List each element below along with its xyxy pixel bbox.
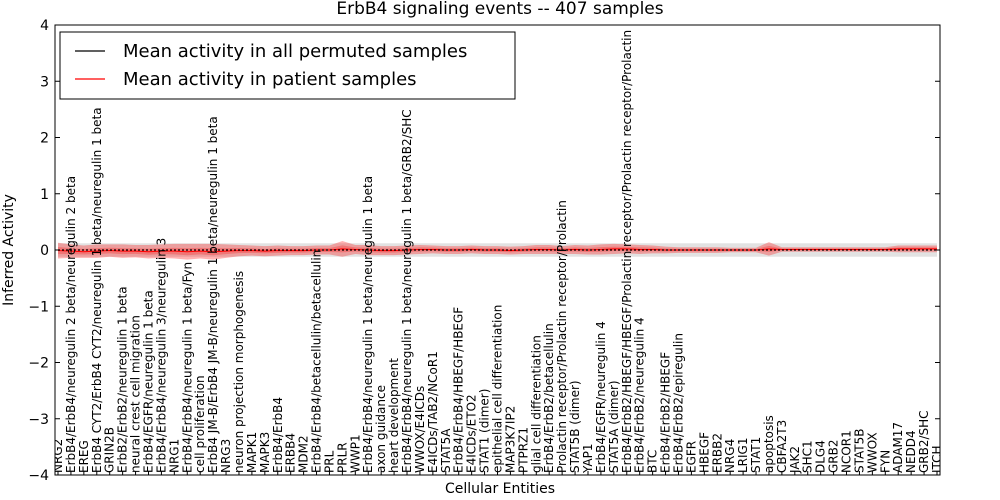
x-tick-label: apoptosis [762,415,776,473]
y-tick-label: 4 [40,18,49,34]
x-tick-label: JAK2 [788,446,802,474]
x-tick-label: ErbB4/ErbB4/neuregulin 1 beta/Fyn [180,262,194,473]
y-tick-label: 2 [40,131,49,147]
x-tick-label: STAT5A [439,428,453,473]
y-tick-label: 3 [40,74,49,90]
x-tick-label: GRB2/SHC [917,410,931,473]
x-tick-label: NEDD4 [904,430,918,473]
x-tick-label: neuron projection morphogenesis [232,271,246,473]
x-tick-label: NRG3 [219,439,233,473]
x-tick-label: cell proliferation [193,375,207,473]
x-tick-label: LRIG1 [736,438,750,474]
legend-label-patient: Mean activity in patient samples [123,69,417,90]
x-tick-label: FYN [878,450,892,473]
x-tick-label: NRG1 [167,439,181,473]
x-tick-label: SHC1 [801,440,815,473]
y-tick-label: −2 [28,356,49,372]
x-tick-label: GRB2 [827,439,841,473]
x-tick-label: ErbB2/ErbB2/neuregulin 1 beta [116,286,130,473]
x-tick-label: STAT5B [852,429,866,474]
x-tick-label: Prolactin receptor/Prolactin receptor/Pr… [555,200,569,473]
x-tick-label: STAT1 (dimer) [478,389,492,473]
x-tick-label: heart development [387,358,401,473]
x-tick-label: EGFR [684,441,698,473]
x-tick-label: ERBB2 [710,433,724,473]
y-tick-label: 0 [40,243,49,259]
x-tick-label: E4ICDs/ETO2 [465,394,479,473]
y-tick-label: −3 [28,412,49,428]
x-tick-label: GRIN2B [103,427,117,473]
x-tick-label: PTPRZ1 [516,427,530,473]
x-tick-label: NRG4 [723,439,737,473]
x-tick-label: ErbB4/ErbB2/epiregulin [671,333,685,473]
x-tick-label: MAPK3 [258,432,272,473]
x-tick-label: NCOR1 [840,430,854,473]
x-tick-label: ErbB4/ErbB4 [271,397,285,473]
x-tick-label: CBFA2T3 [775,420,789,473]
y-axis-label: Inferred Activity [1,194,17,306]
x-tick-label: NRG2 [51,439,65,473]
y-tick-label: 1 [40,187,49,203]
x-tick-label: ErbB4/ErbB2/betacellulin [542,323,556,473]
x-tick-label: ErbB4 CYT2/ErbB4 CYT2/neuregulin 1 beta/… [90,107,104,473]
x-tick-label: YAP1 [581,444,595,474]
x-tick-label: WWOX [865,432,879,473]
legend: Mean activity in all permuted samples Me… [59,31,516,100]
x-tick-label: ERBB4 [284,433,298,473]
chart-title: ErbB4 signaling events -- 407 samples [336,0,663,19]
x-tick-label: glial cell differentiation [529,335,543,473]
y-tick-label: −1 [28,299,49,315]
x-tick-label: STAT5A (dimer) [607,380,621,473]
x-tick-label: epithelial cell differentiation [491,305,505,473]
x-tick-label: ErbB4/ErbB4/HBEGF/HBEGF [452,307,466,473]
x-tick-label: ErbB4/EGFR/neuregulin 1 beta [141,290,155,473]
x-tick-label: ErbB4/ErbB4/neuregulin 1 beta/neuregulin… [361,176,375,473]
x-tick-label: ErbB4/ErbB4/betacellulin/betacellulin [310,250,324,473]
x-tick-label: WWOX/E4ICDs [413,386,427,473]
y-tick-label: −4 [28,468,49,484]
x-tick-label: ITCH [930,445,944,473]
x-tick-label: MAP3K7IP2 [503,406,517,473]
x-tick-label: ErbB4/ErbB2/HBEGF/HBEGF/Prolactin recept… [620,30,634,473]
x-tick-label: BTC [646,450,660,473]
x-tick-label: DLG4 [814,440,828,473]
x-tick-label: HBEGF [697,432,711,473]
x-tick-label: EREG [77,440,91,473]
x-tick-label: ADAM17 [891,422,905,473]
legend-box [59,31,516,100]
x-tick-label: ErbB4/ErbB4/neuregulin 2 beta/neuregulin… [64,176,78,473]
x-tick-label: WWP1 [348,434,362,473]
x-tick-label: PRL [322,450,336,473]
x-axis-label: Cellular Entities [445,481,555,497]
x-tick-label: STAT1 [749,437,763,473]
x-tick-label: MAPK1 [245,432,259,473]
x-tick-label: ErbB4 JM-B/ErbB4 JM-B/neuregulin 1 beta/… [206,116,220,473]
x-tick-label: E4ICDs/TAB2/NCoR1 [426,351,440,473]
x-tick-label: axon guidance [374,385,388,473]
x-tick-label: MDM2 [297,435,311,473]
legend-label-permuted: Mean activity in all permuted samples [123,41,467,62]
x-tick-label: PRLR [335,442,349,473]
x-tick-label: ErbB4/ErbB2/HBEGF [659,352,673,473]
x-tick-label: ErbB4/ErbB4/neuregulin 1 beta/neuregulin… [400,109,414,473]
x-tick-label: neural crest cell migration [129,315,143,473]
x-tick-label: ErbB4/ErbB4/neuregulin 3/neuregulin 3 [154,238,168,473]
series-lines [57,248,937,253]
x-tick-label: ErbB4/ErbB2/neuregulin 4 [633,317,647,473]
x-tick-label: ErbB4/EGFR/neuregulin 4 [594,321,608,473]
x-tick-label: STAT5B (dimer) [568,380,582,473]
y-axis: −4 −3 −2 −1 0 1 2 3 4 [28,18,940,484]
